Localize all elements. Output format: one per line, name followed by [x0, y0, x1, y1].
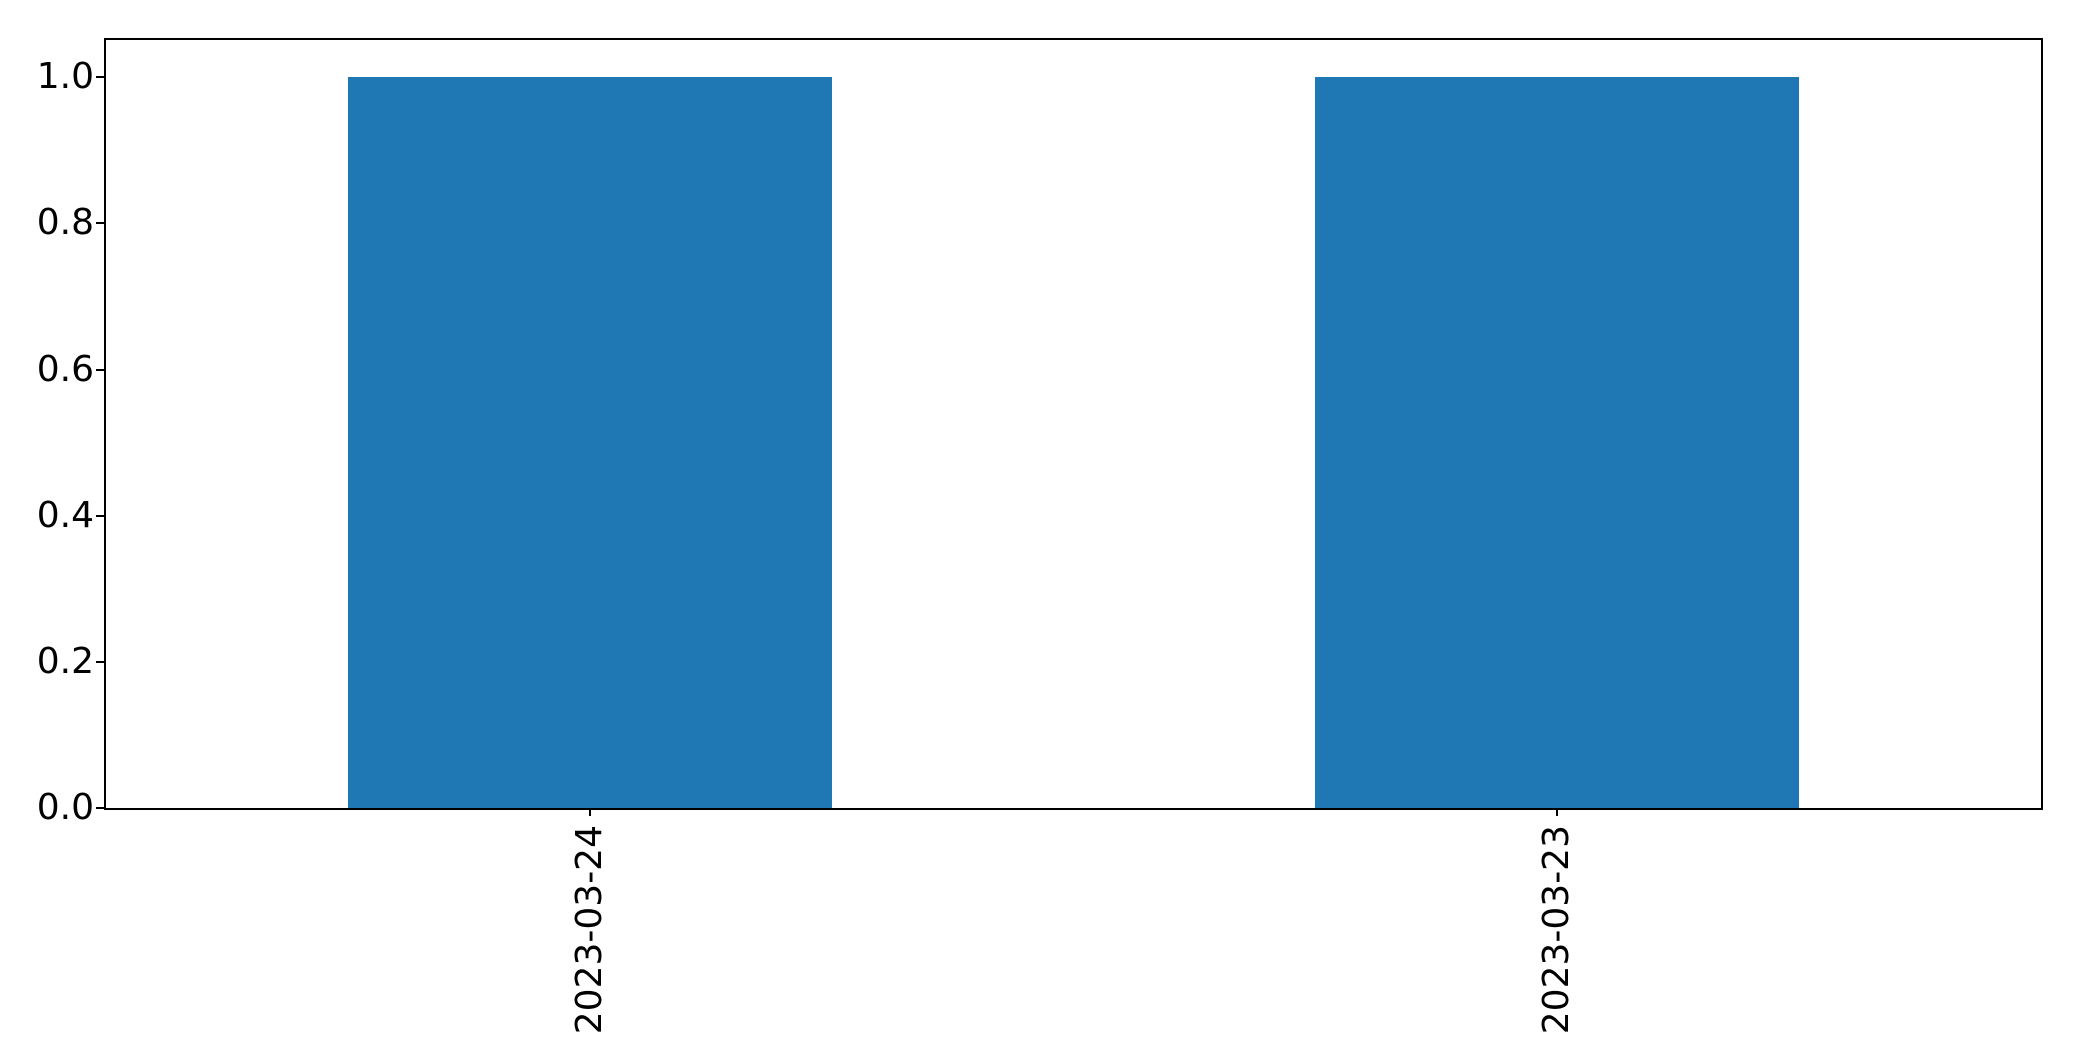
- y-tick-label: 0.8: [36, 202, 94, 244]
- x-tick-label: 2023-03-23: [1536, 825, 1578, 1035]
- bar: [347, 77, 832, 808]
- y-tick-label: 0.0: [36, 787, 94, 828]
- y-tick-mark: [96, 660, 104, 663]
- y-tick-mark: [96, 222, 104, 225]
- x-tick-mark: [588, 808, 591, 816]
- y-tick-label: 0.6: [36, 348, 94, 390]
- y-tick-label: 0.4: [36, 494, 94, 536]
- x-tick-mark: [1556, 808, 1559, 816]
- y-tick-label: 1.0: [36, 56, 94, 98]
- x-tick-label: 2023-03-24: [568, 825, 610, 1035]
- y-tick-label: 0.2: [36, 640, 94, 682]
- bar: [1315, 77, 1800, 808]
- y-tick-mark: [96, 76, 104, 79]
- y-tick-mark: [96, 514, 104, 517]
- plot-area: [104, 38, 2043, 810]
- y-tick-mark: [96, 368, 104, 371]
- y-tick-mark: [96, 807, 104, 809]
